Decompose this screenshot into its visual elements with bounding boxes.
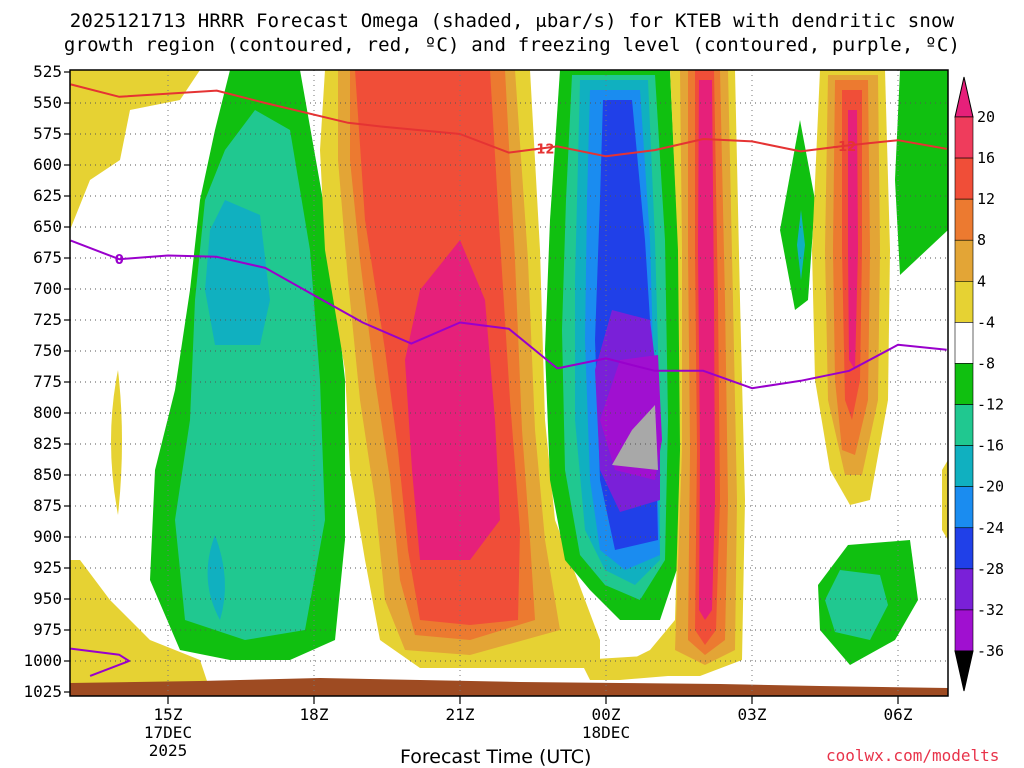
x-tick-date: 17DEC (144, 723, 192, 742)
colorbar-band (954, 486, 974, 529)
colorbar-label: 4 (977, 272, 986, 290)
omega-region-00z-gray (612, 405, 658, 470)
contour-label-dendritic-growth-minus12: -12 (531, 142, 555, 157)
y-tick-label: 575 (33, 124, 62, 143)
colorbar: 20 16 12 8 4 -4 -8 -12 -16 -20 -24 -28 -32 -36 (954, 76, 1004, 692)
colorbar-label: -24 (977, 519, 1004, 537)
x-tick-label: 00Z (592, 705, 621, 724)
y-tick-label: 550 (33, 93, 62, 112)
colorbar-band (954, 568, 974, 611)
chart-title-line2: growth region (contoured, red, ºC) and f… (63, 34, 961, 56)
y-tick-label: 825 (33, 434, 62, 453)
y-axis: 525 550 575 600 625 650 675 700 725 750 775 800 825 8… (23, 62, 70, 701)
contour-label-dendritic-growth-minus12: -12 (833, 140, 857, 155)
colorbar-band (954, 157, 974, 200)
colorbar-label: 16 (977, 149, 995, 167)
omega-region-06z-yellow (942, 460, 948, 540)
y-tick-label: 1000 (23, 651, 62, 670)
colorbar-band (954, 239, 974, 282)
omega-region-lowlevel-teal (825, 570, 888, 640)
colorbar-label: 20 (977, 108, 995, 126)
omega-region-05z-magenta (848, 110, 858, 370)
omega-region-left-yellow-3 (111, 370, 122, 515)
colorbar-label: -36 (977, 642, 1004, 660)
colorbar-band (954, 445, 974, 487)
y-tick-label: 925 (33, 558, 62, 577)
chart-title-line1: 2025121713 HRRR Forecast Omega (shaded, … (69, 10, 955, 32)
omega-region-04z-cyan (797, 210, 805, 280)
x-tick-date: 18DEC (582, 723, 630, 742)
x-tick-label: 06Z (884, 705, 913, 724)
colorbar-label: -4 (977, 313, 995, 331)
omega-region-06z-green (895, 70, 948, 275)
omega-region-left-yellow (70, 70, 200, 230)
colorbar-label: 12 (977, 190, 995, 208)
colorbar-band (954, 363, 974, 405)
colorbar-label: -32 (977, 601, 1004, 619)
y-tick-label: 800 (33, 403, 62, 422)
y-tick-label: 1025 (23, 682, 62, 701)
y-tick-label: 750 (33, 341, 62, 360)
colorbar-label: -12 (977, 396, 1004, 414)
contour-layer: -12 -12 0 (70, 83, 947, 677)
colorbar-label: -28 (977, 560, 1004, 578)
y-tick-label: 525 (33, 62, 62, 81)
y-tick-label: 725 (33, 310, 62, 329)
terrain-fill (70, 678, 948, 696)
contour-dendritic-growth-minus12 (70, 83, 947, 158)
colorbar-band (954, 322, 974, 364)
plot-frame (69, 69, 949, 697)
y-tick-label: 775 (33, 372, 62, 391)
colorbar-band (954, 404, 974, 446)
colorbar-band (954, 609, 974, 652)
credit-text[interactable]: coolwx.com/modelts (826, 746, 1000, 765)
x-tick-label: 21Z (446, 705, 475, 724)
x-axis-title: Forecast Time (UTC) (400, 746, 592, 768)
colorbar-over-arrow (954, 76, 974, 118)
y-tick-label: 675 (33, 248, 62, 267)
colorbar-label: -8 (977, 354, 995, 372)
x-tick-label: 15Z (154, 705, 183, 724)
y-tick-label: 950 (33, 589, 62, 608)
omega-region-04z-green (780, 120, 815, 310)
y-tick-label: 700 (33, 279, 62, 298)
omega-region-21z-magenta (405, 240, 500, 560)
y-tick-label: 650 (33, 217, 62, 236)
x-tick-label: 03Z (738, 705, 767, 724)
omega-region-16z-cyan (205, 200, 270, 345)
y-tick-label: 875 (33, 496, 62, 515)
colorbar-band (954, 527, 974, 570)
contour-freezing-level-surface (70, 647, 131, 677)
colorbar-band (954, 198, 974, 241)
y-tick-label: 975 (33, 620, 62, 639)
colorbar-under-arrow (954, 650, 974, 692)
x-tick-year: 2025 (149, 741, 188, 760)
contour-label-freezing-level-0: 0 (115, 253, 124, 268)
colorbar-label: -16 (977, 437, 1004, 455)
colorbar-label: -20 (977, 478, 1004, 496)
omega-region-02z-magenta (698, 80, 715, 620)
y-tick-label: 600 (33, 155, 62, 174)
y-tick-label: 850 (33, 465, 62, 484)
omega-shading (70, 70, 948, 690)
y-tick-label: 625 (33, 186, 62, 205)
y-tick-label: 900 (33, 527, 62, 546)
omega-region-left-yellow-2 (70, 560, 210, 690)
colorbar-band (954, 116, 974, 159)
contour-freezing-level-0 (70, 239, 947, 390)
x-tick-label: 18Z (300, 705, 329, 724)
colorbar-band (954, 281, 974, 323)
colorbar-label: 8 (977, 231, 986, 249)
